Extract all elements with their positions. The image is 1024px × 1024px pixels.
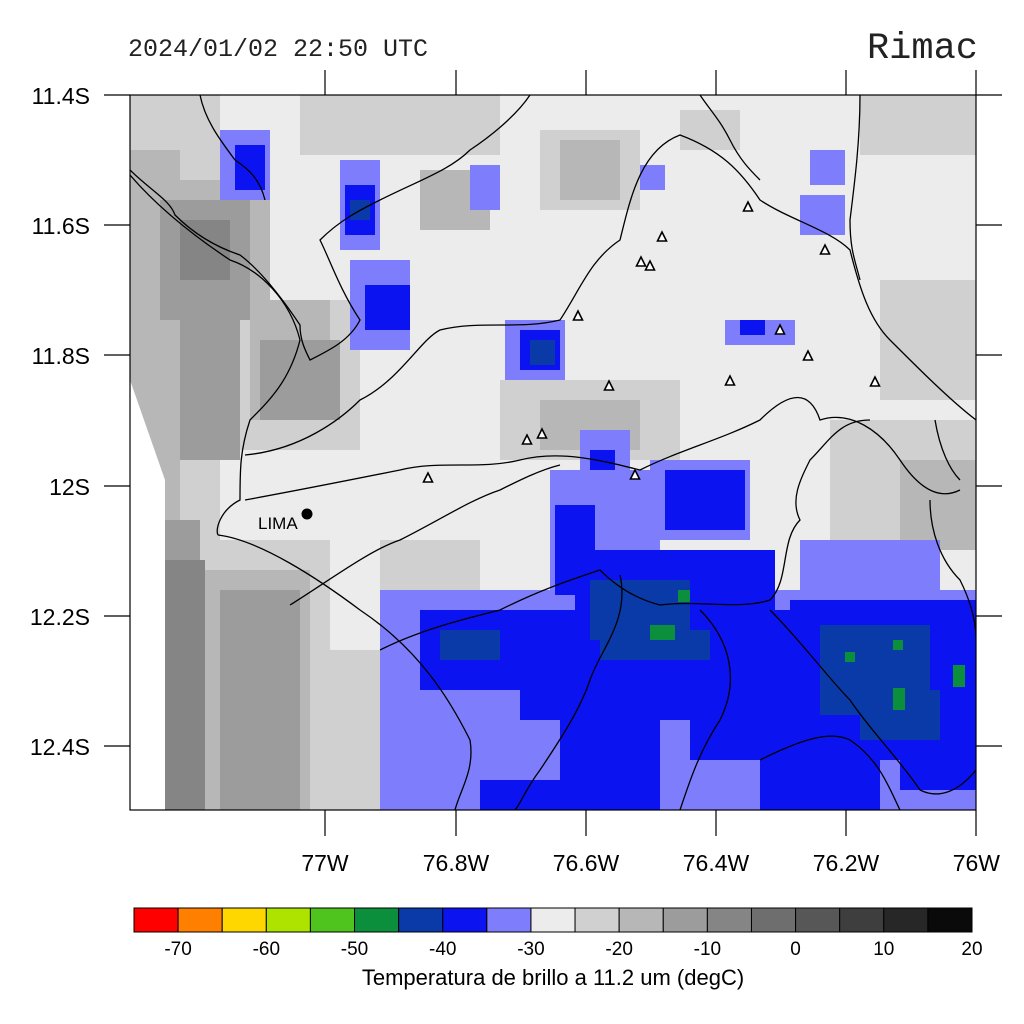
colorbar-swatch	[706, 907, 752, 933]
station-triangle-icon	[422, 471, 434, 483]
colorbar-swatch	[398, 907, 444, 933]
lon-tick-label: 76.6W	[553, 850, 620, 876]
colorbar-tick-label: 10	[873, 939, 894, 960]
colorbar-swatch	[795, 907, 841, 933]
colorbar-title: Temperatura de brillo a 11.2 um (degC)	[362, 965, 744, 990]
colorbar-tick-label: -30	[517, 939, 544, 960]
colorbar-swatch	[354, 907, 400, 933]
longitude-axis: 77W 76.8W 76.6W 76.4W 76.2W 76W	[301, 70, 1000, 876]
colorbar-swatch	[839, 907, 885, 933]
lat-tick-label: 12S	[49, 474, 90, 500]
colorbar-swatch	[309, 907, 356, 933]
colorbar-swatch	[618, 907, 664, 933]
region-title: Rimac	[867, 28, 978, 70]
station-triangle-icon	[572, 309, 584, 321]
lat-tick-label: 12.2S	[30, 604, 90, 630]
station-triangle-icon	[656, 230, 668, 242]
station-triangle-icon	[802, 349, 814, 361]
colorbar-tick-label: -40	[429, 939, 456, 960]
lon-tick-label: 76.2W	[813, 850, 880, 876]
colorbar-tick-label: 0	[790, 939, 801, 960]
station-markers	[422, 200, 881, 483]
station-triangle-icon	[536, 427, 548, 439]
station-triangle-icon	[644, 259, 656, 271]
colorbar-swatch	[883, 907, 929, 933]
colorbar-swatch	[574, 907, 620, 933]
colorbar-swatch	[177, 907, 223, 933]
colorbar-swatch	[221, 907, 267, 933]
lat-tick-label: 11.8S	[32, 343, 90, 369]
lat-tick-label: 11.6S	[32, 213, 90, 239]
lon-tick-label: 76.4W	[683, 850, 750, 876]
colorbar-tick-label: -70	[164, 939, 191, 960]
city-marker-lima	[301, 508, 313, 520]
station-triangle-icon	[603, 379, 615, 391]
station-triangle-icon	[629, 468, 641, 480]
colorbar-swatch	[530, 907, 576, 933]
map-frame	[129, 94, 977, 811]
colorbar-swatch	[927, 907, 973, 933]
timestamp-label: 2024/01/02 22:50 UTC	[128, 35, 428, 64]
colorbar-tick-label: 20	[961, 939, 982, 960]
lon-tick-label: 76W	[953, 850, 1001, 876]
latitude-axis: 11.4S 11.6S 11.8S 12S 12.2S 12.4S	[30, 83, 1002, 760]
colorbar-tick-label: -10	[694, 939, 721, 960]
station-triangle-icon	[724, 374, 736, 386]
city-label-lima: LIMA	[258, 514, 298, 533]
colorbar-swatch	[486, 907, 532, 933]
lat-tick-label: 11.4S	[32, 83, 90, 109]
colorbar-tick-label: -60	[253, 939, 280, 960]
colorbar-tick-label: -50	[341, 939, 368, 960]
lat-tick-label: 12.4S	[30, 734, 90, 760]
colorbar-swatch	[442, 907, 488, 933]
colorbar-swatch	[133, 907, 179, 933]
colorbar-swatch	[662, 907, 708, 933]
colorbar-swatch	[265, 907, 311, 933]
station-triangle-icon	[635, 255, 647, 267]
station-triangle-icon	[869, 375, 881, 387]
brightness-temperature-field	[130, 95, 976, 810]
station-triangle-icon	[774, 323, 786, 335]
station-triangle-icon	[521, 433, 533, 445]
basin-boundaries	[130, 95, 976, 810]
colorbar-tick-label: -20	[605, 939, 632, 960]
lon-tick-label: 77W	[301, 850, 349, 876]
colorbar-swatch	[750, 907, 797, 933]
station-triangle-icon	[742, 200, 754, 212]
station-triangle-icon	[819, 243, 831, 255]
colorbar: -70-60-50-40-30-20-1001020304050	[133, 907, 983, 960]
lon-tick-label: 76.8W	[423, 850, 490, 876]
map-panel: LIMA 11.4S 11.6S 11.8S 12S 12.2S 12.4S 77W 76.…	[30, 70, 1002, 876]
